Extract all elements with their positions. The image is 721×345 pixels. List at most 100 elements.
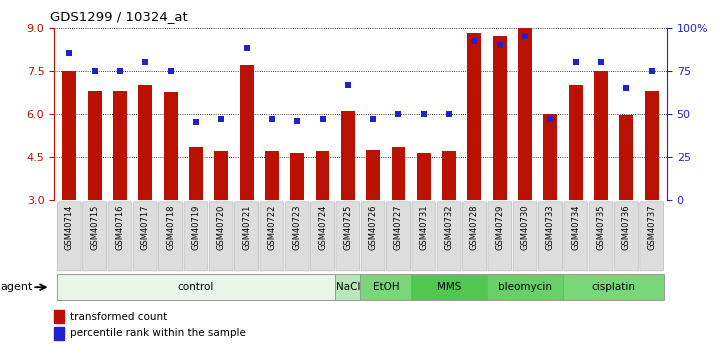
Point [266, 116, 278, 122]
Bar [392, 147, 405, 200]
FancyBboxPatch shape [57, 274, 335, 300]
Bar [189, 147, 203, 200]
Point [190, 120, 202, 125]
Bar [594, 71, 608, 200]
Point [621, 85, 632, 91]
Text: GDS1299 / 10324_at: GDS1299 / 10324_at [50, 10, 188, 23]
Text: GSM40731: GSM40731 [420, 205, 428, 250]
Point [646, 68, 658, 73]
FancyBboxPatch shape [361, 202, 385, 271]
FancyBboxPatch shape [589, 202, 613, 271]
Point [443, 111, 455, 117]
FancyBboxPatch shape [564, 202, 588, 271]
Bar [54, 327, 64, 340]
Text: GSM40732: GSM40732 [445, 205, 454, 250]
Bar [366, 150, 380, 200]
Bar [164, 92, 177, 200]
Text: EtOH: EtOH [373, 282, 399, 292]
Text: GSM40727: GSM40727 [394, 205, 403, 250]
Text: GSM40715: GSM40715 [90, 205, 99, 250]
Text: GSM40722: GSM40722 [267, 205, 276, 250]
FancyBboxPatch shape [133, 202, 157, 271]
Text: GSM40717: GSM40717 [141, 205, 150, 250]
FancyBboxPatch shape [539, 202, 562, 271]
FancyBboxPatch shape [563, 274, 664, 300]
Text: MMS: MMS [437, 282, 461, 292]
Text: GSM40714: GSM40714 [65, 205, 74, 250]
FancyBboxPatch shape [463, 202, 487, 271]
Text: GSM40716: GSM40716 [115, 205, 125, 250]
Text: bleomycin: bleomycin [498, 282, 552, 292]
FancyBboxPatch shape [83, 202, 107, 271]
FancyBboxPatch shape [640, 202, 663, 271]
Text: control: control [177, 282, 214, 292]
FancyBboxPatch shape [336, 202, 360, 271]
Point [114, 68, 125, 73]
Text: transformed count: transformed count [70, 312, 167, 322]
Bar [291, 152, 304, 200]
Bar [214, 151, 228, 200]
Point [291, 118, 303, 124]
FancyBboxPatch shape [437, 202, 461, 271]
Text: GSM40723: GSM40723 [293, 205, 301, 250]
FancyBboxPatch shape [412, 202, 435, 271]
Bar [544, 114, 557, 200]
FancyBboxPatch shape [411, 274, 487, 300]
Point [519, 33, 531, 39]
Text: agent: agent [1, 282, 33, 292]
FancyBboxPatch shape [58, 202, 81, 271]
FancyBboxPatch shape [335, 274, 360, 300]
Point [596, 59, 607, 65]
Bar [493, 36, 507, 200]
Point [89, 68, 100, 73]
Text: GSM40726: GSM40726 [368, 205, 378, 250]
FancyBboxPatch shape [487, 274, 563, 300]
Bar [239, 65, 254, 200]
Text: GSM40733: GSM40733 [546, 205, 555, 250]
Bar [442, 151, 456, 200]
Point [241, 46, 252, 51]
Text: GSM40724: GSM40724 [318, 205, 327, 250]
Bar [619, 115, 633, 200]
Text: percentile rank within the sample: percentile rank within the sample [70, 328, 246, 338]
Bar [113, 91, 127, 200]
Bar [417, 152, 430, 200]
Point [418, 111, 430, 117]
Text: GSM40721: GSM40721 [242, 205, 251, 250]
Text: NaCl: NaCl [335, 282, 360, 292]
FancyBboxPatch shape [513, 202, 537, 271]
FancyBboxPatch shape [386, 202, 410, 271]
Text: GSM40736: GSM40736 [622, 205, 631, 250]
Point [216, 116, 227, 122]
FancyBboxPatch shape [184, 202, 208, 271]
Point [469, 39, 480, 44]
Bar [518, 28, 532, 200]
Text: GSM40735: GSM40735 [596, 205, 606, 250]
Text: GSM40730: GSM40730 [521, 205, 530, 250]
Point [342, 82, 353, 87]
Point [570, 59, 582, 65]
Bar [467, 33, 482, 200]
FancyBboxPatch shape [488, 202, 512, 271]
Point [139, 59, 151, 65]
Point [368, 116, 379, 122]
FancyBboxPatch shape [260, 202, 284, 271]
Point [494, 42, 505, 48]
FancyBboxPatch shape [311, 202, 335, 271]
Bar [138, 85, 152, 200]
Bar [645, 91, 659, 200]
Bar [88, 91, 102, 200]
FancyBboxPatch shape [159, 202, 182, 271]
FancyBboxPatch shape [234, 202, 258, 271]
Point [165, 68, 177, 73]
FancyBboxPatch shape [286, 202, 309, 271]
Point [317, 116, 328, 122]
Text: GSM40734: GSM40734 [571, 205, 580, 250]
Point [63, 51, 75, 56]
FancyBboxPatch shape [209, 202, 233, 271]
Bar [341, 111, 355, 200]
Bar [54, 310, 64, 323]
Text: cisplatin: cisplatin [592, 282, 636, 292]
Bar [316, 151, 329, 200]
Point [393, 111, 404, 117]
